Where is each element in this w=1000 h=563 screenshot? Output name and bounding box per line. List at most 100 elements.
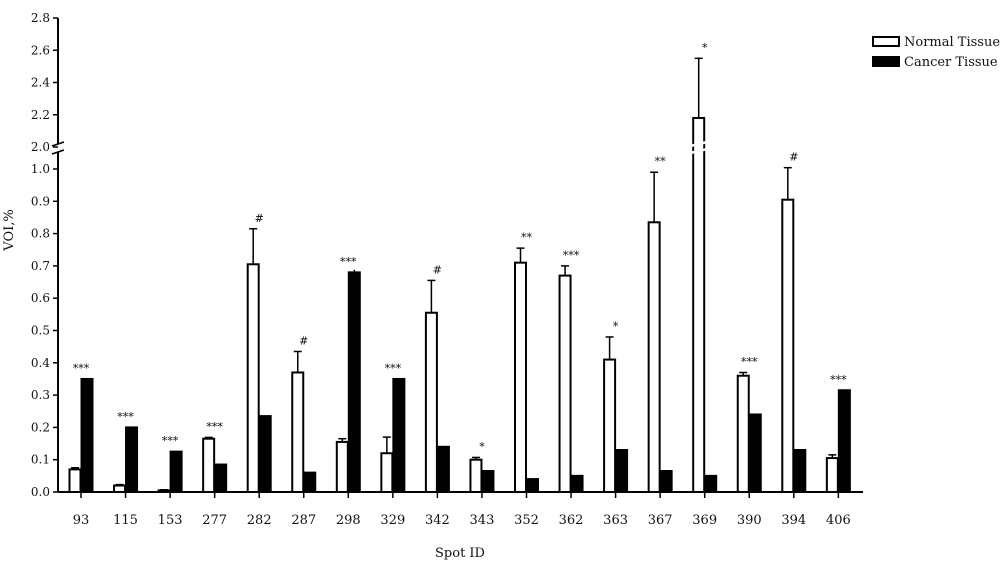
y-tick-label: 2.6 (31, 43, 50, 57)
x-tick-label: 277 (202, 513, 227, 528)
x-tick-label: 363 (603, 513, 628, 528)
y-tick-label: 0.7 (31, 259, 50, 273)
y-axis-label: VOI,% (2, 209, 17, 251)
bar-cancer (392, 377, 406, 494)
bar-cancer (704, 474, 718, 494)
bar-break-mark (689, 140, 708, 148)
x-tick-label: 406 (826, 513, 851, 528)
plot-area: 0.0 0.1 0.2 0.3 0.4 0.5 0.6 0.7 0.8 0.9 1.0 2.0 2.2 2… (31, 11, 863, 528)
y-tick-label: 0.3 (31, 388, 50, 402)
x-tick-label: 390 (737, 513, 762, 528)
bar-normal (603, 358, 617, 493)
y-tick-label: 0.0 (31, 485, 50, 499)
legend-label-normal: Normal Tissue (904, 35, 1000, 50)
bar-cancer (303, 471, 317, 493)
y-axis-title: VOI,% (2, 209, 17, 251)
significance-label: *** (563, 249, 580, 262)
x-tick-label: 153 (158, 513, 183, 528)
bar-normal (246, 263, 260, 493)
bar-cancer (793, 449, 807, 494)
bar-cancer (80, 377, 94, 494)
bar-normal (781, 198, 795, 493)
bar-normal (68, 468, 82, 494)
x-tick-label: 298 (336, 513, 361, 528)
x-tick-label: 93 (73, 513, 90, 528)
x-tick-label: 369 (692, 513, 717, 528)
bar-normal (692, 116, 706, 493)
legend-label-cancer: Cancer Tissue (904, 55, 998, 70)
y-tick-label: 2.2 (31, 108, 50, 122)
bar-cancer (837, 389, 851, 494)
bar-cancer (481, 470, 495, 494)
significance-label: ** (521, 231, 533, 244)
significance-label: * (479, 440, 485, 453)
bar-cancer (214, 463, 228, 494)
bar-normal (558, 274, 572, 493)
legend: Normal Tissue Cancer Tissue (872, 35, 1000, 70)
significance-label: *** (385, 362, 402, 375)
legend-swatch-cancer (872, 56, 900, 67)
significance-label: *** (206, 420, 223, 433)
bar-normal (647, 221, 661, 493)
significance-label: *** (830, 373, 847, 386)
y-tick-label: 0.8 (31, 227, 50, 241)
bar-normal (469, 458, 483, 494)
bar-normal (424, 311, 438, 493)
significance-label: ** (655, 155, 667, 168)
bar-normal (514, 261, 527, 494)
y-axis-break-mark (51, 141, 65, 147)
significance-label: *** (73, 362, 90, 375)
x-tick-label: 367 (648, 513, 673, 528)
y-tick-label: 2.0 (31, 140, 50, 154)
bar-normal (202, 437, 216, 493)
bar-cancer (748, 413, 762, 494)
bar-normal (380, 452, 394, 493)
significance-label: # (433, 263, 442, 276)
y-tick-label: 0.9 (31, 194, 50, 208)
y-tick-label: 2.4 (31, 76, 50, 90)
significance-label: *** (117, 410, 134, 423)
bar-normal (291, 371, 305, 493)
significance-label: * (702, 41, 708, 54)
bar-cancer (125, 426, 139, 493)
y-tick-label: 0.5 (31, 324, 50, 338)
significance-label: # (299, 334, 308, 347)
y-tick-label: 0.2 (31, 420, 50, 434)
x-tick-label: 287 (291, 513, 316, 528)
x-tick-label: 352 (514, 513, 539, 528)
y-tick-label: 0.6 (31, 291, 50, 305)
significance-label: *** (340, 255, 357, 268)
legend-swatch-normal (872, 36, 900, 47)
bar-normal (736, 374, 750, 493)
y-tick-label: 0.4 (31, 356, 50, 370)
y-tick-label: 1.0 (31, 162, 50, 176)
x-tick-label: 282 (247, 513, 272, 528)
x-tick-label: 329 (380, 513, 405, 528)
bar-cancer (659, 470, 673, 494)
significance-label: # (255, 212, 264, 225)
bar-normal (825, 457, 839, 493)
bar-cancer (615, 449, 629, 494)
bar-cancer (169, 450, 183, 493)
x-tick-label: 115 (113, 513, 138, 528)
bar-normal (157, 489, 171, 494)
bar-cancer (570, 474, 584, 494)
y-tick-label: 0.1 (31, 453, 50, 467)
bar-normal (335, 440, 349, 493)
x-axis-label: Spot ID (435, 546, 485, 561)
bar-cancer (258, 415, 272, 493)
bar-cancer (436, 445, 450, 493)
significance-label: * (613, 320, 619, 333)
bar-cancer (347, 271, 361, 493)
x-tick-label: 342 (425, 513, 450, 528)
bar-cancer (526, 478, 539, 493)
significance-label: *** (162, 435, 179, 448)
bar-break-mark (689, 147, 708, 155)
significance-label: # (789, 151, 798, 164)
y-axis-break-mark (51, 149, 65, 155)
x-tick-label: 343 (470, 513, 495, 528)
x-tick-label: 362 (559, 513, 584, 528)
significance-label: *** (741, 355, 758, 368)
x-tick-label: 394 (781, 513, 806, 528)
